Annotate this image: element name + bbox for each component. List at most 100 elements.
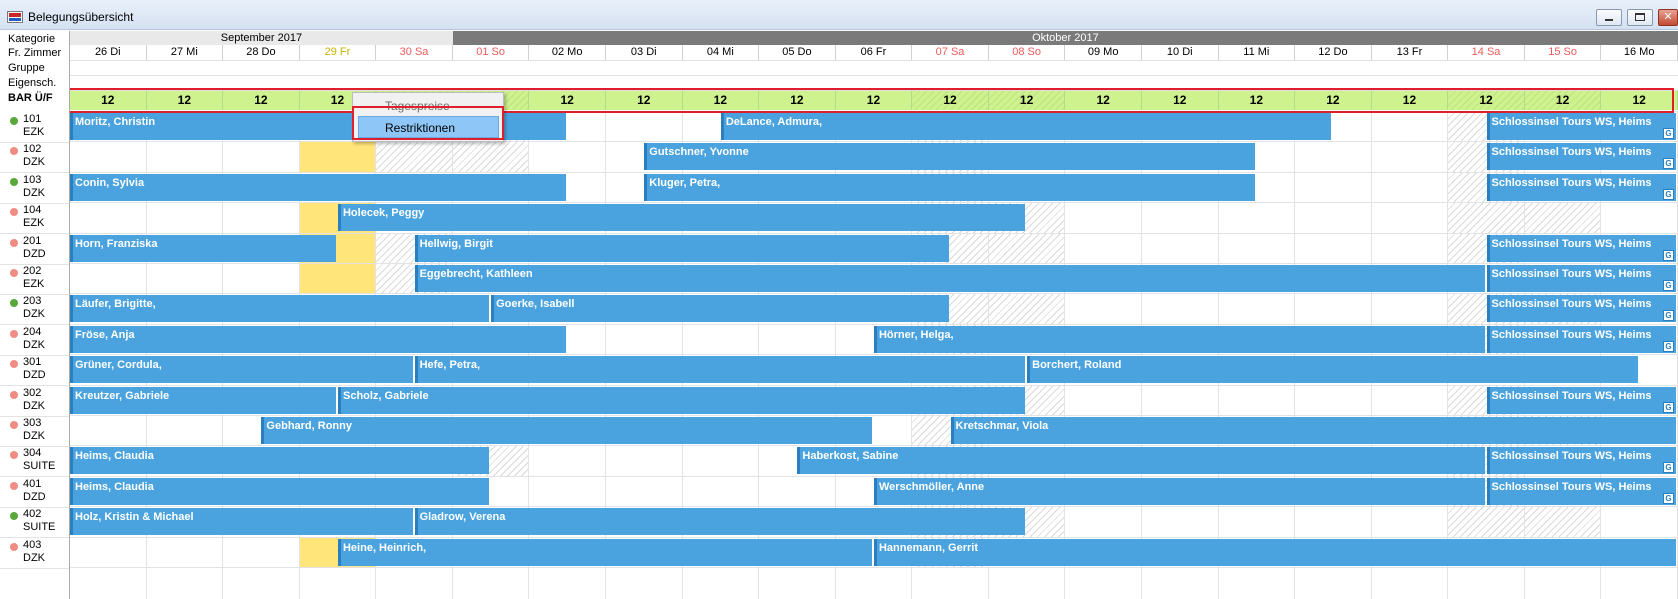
maximize-button[interactable]: [1627, 9, 1653, 26]
booking-bar[interactable]: Kreutzer, Gabriele: [70, 386, 336, 414]
room-row[interactable]: 301 DZD: [0, 354, 69, 387]
day-header[interactable]: 14 Sa: [1448, 45, 1525, 60]
booking-bar[interactable]: Haberkost, Sabine: [797, 447, 1485, 475]
day-header[interactable]: 16 Mo: [1601, 45, 1678, 60]
day-header[interactable]: 09 Mo: [1065, 45, 1142, 60]
booking-bar[interactable]: Hellwig, Birgit: [414, 234, 949, 262]
minimize-button[interactable]: [1596, 9, 1622, 26]
room-row[interactable]: 101 EZK: [0, 111, 69, 143]
room-row[interactable]: 303 DZK: [0, 415, 69, 447]
room-number: 104: [23, 204, 42, 217]
bar-rate-cell[interactable]: 12: [1219, 91, 1296, 110]
day-header[interactable]: 05 Do: [759, 45, 836, 60]
booking-bar[interactable]: Grüner, Cordula,: [70, 356, 413, 384]
day-header[interactable]: 06 Fr: [835, 45, 913, 60]
room-row[interactable]: 103 DZK: [0, 172, 69, 204]
bar-rate-cell[interactable]: 12: [1142, 91, 1219, 110]
bar-rate-cell[interactable]: 12: [912, 91, 989, 110]
booking-bar[interactable]: Holz, Kristin & Michael: [70, 508, 413, 536]
room-row[interactable]: 302 DZK: [0, 385, 69, 417]
day-header[interactable]: 26 Di: [70, 45, 147, 60]
bar-rate-cell[interactable]: 12: [836, 91, 913, 110]
booking-bar[interactable]: Schlossinsel Tours WS, Heims G: [1486, 234, 1676, 262]
booking-bar[interactable]: Gladrow, Verena: [414, 508, 1026, 536]
room-row[interactable]: 201 DZD: [0, 233, 69, 265]
room-row[interactable]: 202 EZK: [0, 263, 69, 295]
booking-bar[interactable]: DeLance, Admura,: [720, 113, 1332, 140]
day-header[interactable]: 07 Sa: [912, 45, 989, 60]
day-header[interactable]: 28 Do: [223, 45, 300, 60]
room-row[interactable]: 204 DZK: [0, 324, 69, 356]
booking-bar[interactable]: Gutschner, Yvonne: [644, 143, 1255, 171]
booking-bar[interactable]: Schlossinsel Tours WS, Heims G: [1486, 265, 1676, 292]
booking-bar[interactable]: Schlossinsel Tours WS, Heims G: [1486, 477, 1676, 505]
booking-bar[interactable]: Hörner, Helga,: [873, 325, 1485, 353]
room-row[interactable]: 403 DZK: [0, 537, 69, 569]
day-header[interactable]: 15 So: [1524, 45, 1602, 60]
booking-bar[interactable]: Schlossinsel Tours WS, Heims G: [1486, 325, 1676, 353]
booking-bar[interactable]: Fröse, Anja: [70, 325, 566, 353]
menu-item-restriktionen[interactable]: Restriktionen: [358, 116, 499, 138]
booking-bar[interactable]: Borchert, Roland: [1027, 356, 1638, 384]
booking-bar[interactable]: Schlossinsel Tours WS, Heims G: [1486, 386, 1676, 414]
booking-bar[interactable]: Läufer, Brigitte,: [70, 295, 490, 323]
booking-bar[interactable]: Scholz, Gabriele: [337, 386, 1026, 414]
room-row[interactable]: 304 SUITE: [0, 445, 69, 478]
booking-bar[interactable]: Hannemann, Gerrit: [873, 538, 1676, 566]
booking-bar[interactable]: Kluger, Petra,: [644, 173, 1255, 201]
day-header[interactable]: 30 Sa: [376, 45, 453, 60]
bar-rate-cell[interactable]: 12: [529, 91, 606, 110]
day-header[interactable]: 02 Mo: [529, 45, 606, 60]
day-header[interactable]: 11 Mi: [1218, 45, 1296, 60]
bar-rate-cell[interactable]: 12: [1295, 91, 1372, 110]
booking-bar[interactable]: Heine, Heinrich,: [337, 538, 872, 566]
bar-rate-cell[interactable]: 12: [606, 91, 683, 110]
booking-bar[interactable]: Schlossinsel Tours WS, Heims G: [1486, 295, 1676, 323]
day-header[interactable]: 12 Do: [1295, 45, 1372, 60]
day-header[interactable]: 13 Fr: [1371, 45, 1449, 60]
booking-bar[interactable]: Gebhard, Ronny: [261, 417, 872, 444]
occupancy-grid[interactable]: September 2017 Oktober 2017 26 Di 27 Mi 28 D…: [70, 31, 1678, 599]
booking-bar[interactable]: Holecek, Peggy: [337, 204, 1026, 232]
bar-rate-cell[interactable]: 12: [70, 91, 147, 110]
day-header[interactable]: 29 Fr: [299, 45, 377, 60]
bar-rate-cell[interactable]: 12: [1448, 91, 1525, 110]
booking-bar[interactable]: Werschmöller, Anne: [873, 477, 1485, 505]
bar-rate-cell[interactable]: 12: [1372, 91, 1449, 110]
room-row[interactable]: 203 DZK: [0, 293, 69, 326]
booking-bar[interactable]: Hefe, Petra,: [414, 356, 1026, 384]
booking-bar[interactable]: Schlossinsel Tours WS, Heims G: [1486, 447, 1676, 475]
grid-row-line: [70, 567, 1678, 568]
bar-rate-cell[interactable]: 12: [1601, 91, 1678, 110]
menu-item-tagespreise[interactable]: Tagespreise: [385, 99, 450, 113]
room-row[interactable]: 104 EZK: [0, 202, 69, 235]
booking-bar[interactable]: Schlossinsel Tours WS, Heims G: [1486, 173, 1676, 201]
room-row[interactable]: 102 DZK: [0, 141, 69, 174]
grid-row-line: [70, 202, 1678, 204]
day-header[interactable]: 03 Di: [605, 45, 683, 60]
day-header[interactable]: 01 So: [452, 45, 530, 60]
day-header[interactable]: 04 Mi: [682, 45, 760, 60]
booking-bar[interactable]: Goerke, Isabell: [491, 295, 949, 323]
bar-rate-cell[interactable]: 12: [1524, 91, 1602, 110]
booking-bar[interactable]: Eggebrecht, Kathleen: [414, 265, 1485, 292]
booking-bar[interactable]: Horn, Franziska: [70, 234, 336, 262]
bar-rate-cell[interactable]: 12: [759, 91, 836, 110]
booking-bar[interactable]: Heims, Claudia: [70, 447, 490, 475]
booking-bar[interactable]: Schlossinsel Tours WS, Heims G: [1486, 143, 1676, 171]
bar-rate-cell[interactable]: 12: [223, 91, 300, 110]
bar-rate-cell[interactable]: 12: [147, 91, 224, 110]
booking-bar[interactable]: Heims, Claudia: [70, 477, 490, 505]
close-button[interactable]: ✕: [1658, 9, 1678, 26]
booking-bar[interactable]: Schlossinsel Tours WS, Heims G: [1486, 113, 1676, 140]
bar-rate-cell[interactable]: 12: [988, 91, 1066, 110]
bar-rate-cell[interactable]: 12: [1065, 91, 1142, 110]
bar-rate-cell[interactable]: 12: [683, 91, 760, 110]
room-row[interactable]: 402 SUITE: [0, 506, 69, 539]
room-row[interactable]: 401 DZD: [0, 476, 69, 508]
day-header[interactable]: 27 Mi: [146, 45, 224, 60]
day-header[interactable]: 08 So: [988, 45, 1066, 60]
day-header[interactable]: 10 Di: [1141, 45, 1219, 60]
booking-bar[interactable]: Conin, Sylvia: [70, 173, 566, 201]
booking-bar[interactable]: Kretschmar, Viola: [950, 417, 1676, 444]
